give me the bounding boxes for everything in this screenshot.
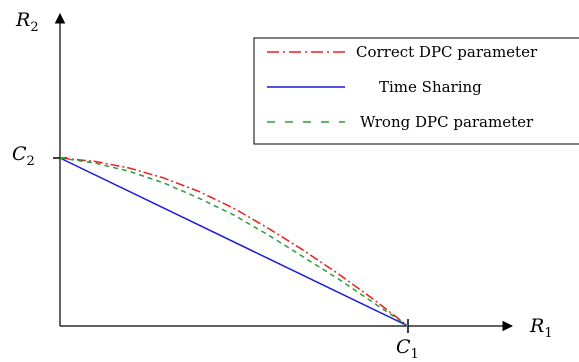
y-axis-label: R2 (15, 9, 39, 35)
y-tick-label: C2 (12, 143, 35, 169)
legend-label-time-sharing: Time Sharing (379, 78, 482, 96)
x-tick-label: C1 (396, 336, 419, 362)
legend-label-wrong-dpc: Wrong DPC parameter (360, 113, 534, 131)
series-line-time-sharing (60, 158, 408, 326)
legend-label-correct-dpc: Correct DPC parameter (356, 43, 538, 61)
legend: Correct DPC parameter Time Sharing Wrong… (254, 38, 579, 144)
x-axis-label: R1 (529, 315, 553, 341)
